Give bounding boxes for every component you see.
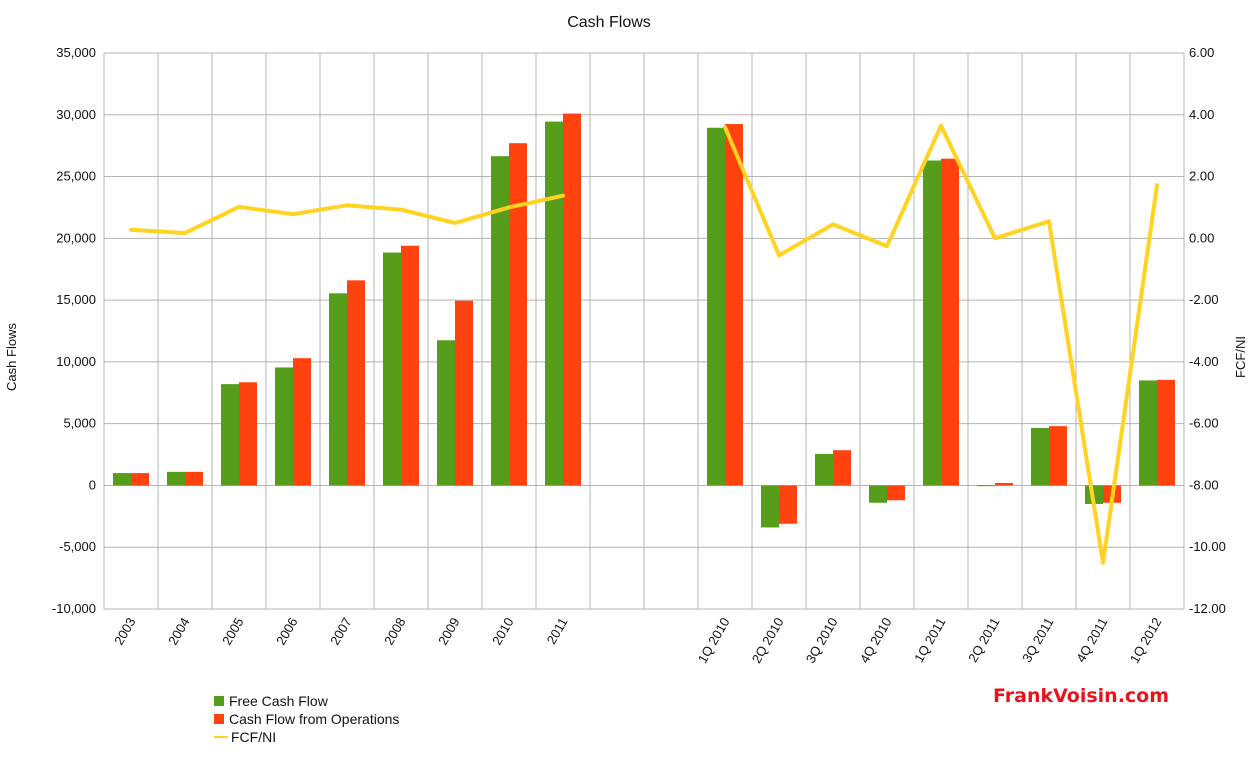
bar-cash-flow-from-operations bbox=[995, 482, 1013, 486]
y2-axis-label: FCF/NI bbox=[1233, 336, 1248, 378]
line-fcf-ni bbox=[723, 123, 1159, 565]
bar-free-cash-flow bbox=[167, 471, 185, 486]
y-tick-label: -10,000 bbox=[52, 601, 96, 616]
bar-cash-flow-from-operations bbox=[887, 485, 905, 501]
bar-cash-flow-from-operations bbox=[131, 473, 149, 486]
bar-layer bbox=[113, 113, 1175, 528]
y2-tick-label: -8.00 bbox=[1189, 477, 1219, 492]
bar-cash-flow-from-operations bbox=[185, 471, 203, 486]
bar-cash-flow-from-operations bbox=[779, 485, 797, 524]
bar-free-cash-flow bbox=[221, 384, 239, 486]
bar-cash-flow-from-operations bbox=[239, 382, 257, 486]
x-tick-label: 2005 bbox=[219, 615, 246, 648]
bar-cash-flow-from-operations bbox=[1049, 426, 1067, 486]
legend-label-cash-flow-from-operations: Cash Flow from Operations bbox=[229, 711, 400, 727]
bar-free-cash-flow bbox=[437, 340, 455, 486]
y2-tick-label: -10.00 bbox=[1189, 539, 1226, 554]
y2-tick-label: -12.00 bbox=[1189, 601, 1226, 616]
x-tick-label: 2011 bbox=[544, 615, 571, 647]
y2-tick-label: 6.00 bbox=[1189, 45, 1214, 60]
legend-swatch-cash-flow-from-operations bbox=[214, 714, 224, 724]
bar-cash-flow-from-operations bbox=[347, 280, 365, 486]
x-tick-label: 4Q 2010 bbox=[857, 615, 895, 666]
bar-cash-flow-from-operations bbox=[455, 300, 473, 486]
x-tick-label: 2007 bbox=[327, 615, 354, 648]
legend-label-free-cash-flow: Free Cash Flow bbox=[229, 693, 328, 709]
bar-cash-flow-from-operations bbox=[941, 158, 959, 486]
x-tick-label: 2Q 2010 bbox=[749, 615, 787, 666]
bar-free-cash-flow bbox=[1031, 427, 1049, 486]
y2-tick-label: -2.00 bbox=[1189, 292, 1219, 307]
x-tick-label: 2008 bbox=[381, 615, 408, 648]
x-tick-label: 3Q 2011 bbox=[1019, 615, 1056, 665]
y2-tick-label: -4.00 bbox=[1189, 354, 1219, 369]
y-axis-label: Cash Flows bbox=[4, 323, 19, 391]
bar-cash-flow-from-operations bbox=[401, 245, 419, 486]
legend: Free Cash Flow Cash Flow from Operations… bbox=[214, 692, 399, 746]
line-layer bbox=[129, 123, 1159, 565]
y-tick-label: 10,000 bbox=[56, 354, 96, 369]
x-tick-label: 3Q 2010 bbox=[803, 615, 841, 666]
y2-tick-label: 0.00 bbox=[1189, 230, 1214, 245]
legend-item-free-cash-flow: Free Cash Flow bbox=[214, 692, 399, 710]
line-fcf-ni bbox=[129, 193, 565, 236]
bar-cash-flow-from-operations bbox=[833, 450, 851, 486]
y2-tick-label: 4.00 bbox=[1189, 107, 1214, 122]
x-tick-label: 2006 bbox=[273, 615, 300, 648]
legend-item-fcf-ni: FCF/NI bbox=[214, 728, 399, 746]
bar-free-cash-flow bbox=[707, 127, 725, 486]
grid-layer bbox=[103, 52, 1185, 610]
y2-tick-label: 2.00 bbox=[1189, 169, 1214, 184]
x-tick-label: 2010 bbox=[489, 615, 516, 648]
legend-swatch-fcf-ni bbox=[214, 736, 228, 738]
y-tick-label: 35,000 bbox=[56, 45, 96, 60]
bar-free-cash-flow bbox=[545, 121, 563, 486]
bar-free-cash-flow bbox=[1139, 380, 1157, 486]
y-tick-label: -5,000 bbox=[59, 539, 96, 554]
bar-free-cash-flow bbox=[815, 453, 833, 486]
legend-item-cash-flow-from-operations: Cash Flow from Operations bbox=[214, 710, 399, 728]
y-tick-label: 30,000 bbox=[56, 107, 96, 122]
chart-title: Cash Flows bbox=[567, 14, 651, 31]
y-tick-label: 5,000 bbox=[63, 416, 96, 431]
bar-free-cash-flow bbox=[761, 485, 779, 528]
legend-label-fcf-ni: FCF/NI bbox=[231, 729, 277, 745]
bar-cash-flow-from-operations bbox=[563, 113, 581, 486]
x-tick-label: 1Q 2010 bbox=[695, 615, 733, 666]
bar-free-cash-flow bbox=[113, 473, 131, 486]
y2-tick-label: -6.00 bbox=[1189, 416, 1219, 431]
x-tick-label: 2Q 2011 bbox=[965, 615, 1002, 665]
x-tick-label: 1Q 2012 bbox=[1127, 615, 1165, 666]
bar-free-cash-flow bbox=[383, 252, 401, 486]
bar-free-cash-flow bbox=[329, 293, 347, 486]
watermark: FrankVoisin.com bbox=[993, 685, 1170, 707]
y-tick-label: 15,000 bbox=[56, 292, 96, 307]
legend-swatch-free-cash-flow bbox=[214, 696, 224, 706]
x-tick-label: 4Q 2011 bbox=[1073, 615, 1110, 665]
x-tick-label: 2003 bbox=[111, 615, 138, 648]
bar-free-cash-flow bbox=[275, 367, 293, 486]
bar-free-cash-flow bbox=[869, 485, 887, 503]
axis-layer: 35,000 30,000 25,000 20,000 15,000 10,000 5,00… bbox=[52, 45, 1226, 666]
y-tick-label: 20,000 bbox=[56, 230, 96, 245]
y-tick-label: 25,000 bbox=[56, 169, 96, 184]
x-tick-label: 2009 bbox=[435, 615, 462, 648]
bar-cash-flow-from-operations bbox=[1157, 379, 1175, 486]
y-tick-label: 0 bbox=[89, 477, 96, 492]
bar-free-cash-flow bbox=[923, 160, 941, 486]
bar-cash-flow-from-operations bbox=[293, 358, 311, 486]
bar-free-cash-flow bbox=[977, 485, 995, 487]
bar-cash-flow-from-operations bbox=[725, 124, 743, 486]
x-tick-label: 1Q 2011 bbox=[911, 615, 948, 665]
x-tick-label: 2004 bbox=[165, 615, 192, 648]
bar-free-cash-flow bbox=[491, 156, 509, 486]
bar-cash-flow-from-operations bbox=[509, 143, 527, 486]
